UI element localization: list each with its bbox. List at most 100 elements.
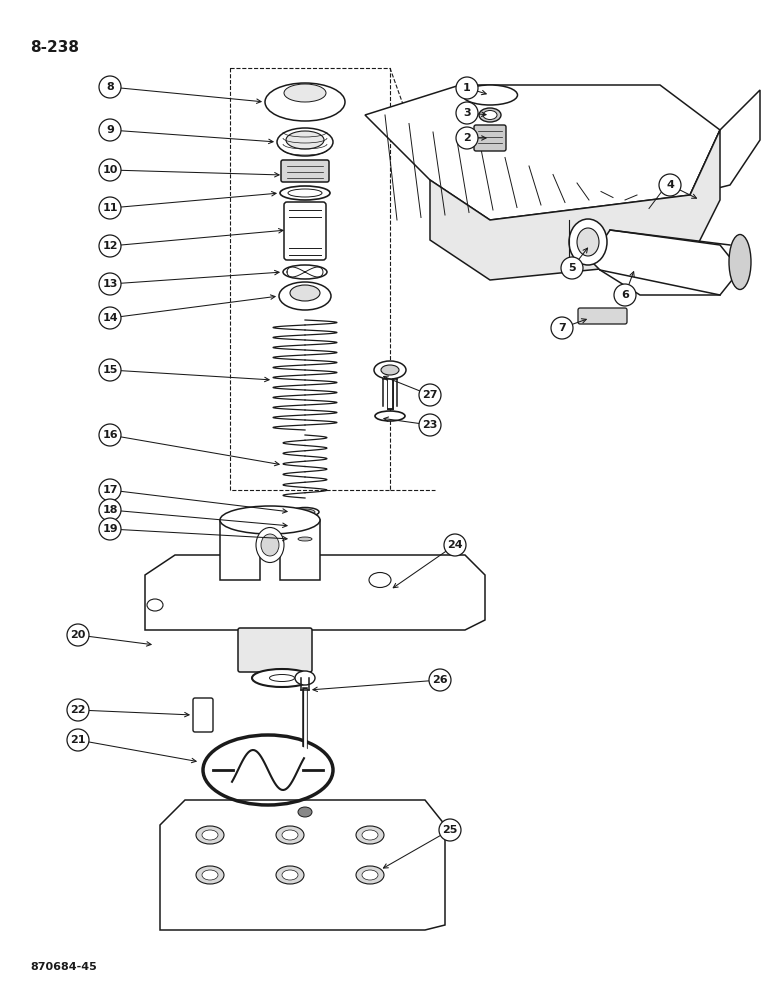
Circle shape	[659, 174, 681, 196]
Ellipse shape	[284, 84, 326, 102]
Circle shape	[99, 76, 121, 98]
Text: 870684-45: 870684-45	[30, 962, 97, 972]
Circle shape	[99, 424, 121, 446]
Text: 14: 14	[102, 313, 118, 323]
Ellipse shape	[282, 870, 298, 880]
Ellipse shape	[256, 528, 284, 562]
Ellipse shape	[196, 866, 224, 884]
Text: 10: 10	[102, 165, 118, 175]
Text: 8-238: 8-238	[30, 40, 79, 55]
Circle shape	[444, 534, 466, 556]
Ellipse shape	[276, 866, 304, 884]
FancyBboxPatch shape	[578, 308, 627, 324]
Text: 6: 6	[621, 290, 629, 300]
Ellipse shape	[298, 537, 312, 541]
Circle shape	[614, 284, 636, 306]
Text: 12: 12	[102, 241, 118, 251]
Text: 19: 19	[102, 524, 118, 534]
Ellipse shape	[202, 830, 218, 840]
Ellipse shape	[729, 234, 751, 290]
Ellipse shape	[362, 870, 378, 880]
Circle shape	[99, 518, 121, 540]
Polygon shape	[430, 130, 720, 280]
Text: 27: 27	[422, 390, 438, 400]
Circle shape	[99, 479, 121, 501]
Text: 26: 26	[432, 675, 448, 685]
Ellipse shape	[280, 186, 330, 200]
Circle shape	[99, 235, 121, 257]
Text: 7: 7	[558, 323, 566, 333]
Ellipse shape	[356, 866, 384, 884]
Circle shape	[456, 77, 478, 99]
Text: 16: 16	[102, 430, 118, 440]
Circle shape	[67, 624, 89, 646]
Ellipse shape	[356, 826, 384, 844]
Ellipse shape	[295, 509, 315, 515]
Ellipse shape	[261, 534, 279, 556]
Polygon shape	[590, 230, 740, 295]
Text: 1: 1	[463, 83, 471, 93]
Circle shape	[99, 499, 121, 521]
Text: 11: 11	[102, 203, 118, 213]
Text: 23: 23	[422, 420, 438, 430]
Text: 17: 17	[102, 485, 118, 495]
FancyBboxPatch shape	[474, 125, 506, 151]
Text: 2: 2	[463, 133, 471, 143]
Circle shape	[67, 729, 89, 751]
Ellipse shape	[277, 128, 333, 156]
Circle shape	[429, 669, 451, 691]
Ellipse shape	[292, 522, 317, 530]
FancyBboxPatch shape	[193, 698, 213, 732]
Ellipse shape	[375, 411, 405, 421]
Polygon shape	[160, 800, 445, 930]
Ellipse shape	[290, 285, 320, 301]
Ellipse shape	[296, 524, 314, 528]
Ellipse shape	[252, 669, 312, 687]
Text: 3: 3	[463, 108, 471, 118]
Circle shape	[561, 257, 583, 279]
Ellipse shape	[362, 830, 378, 840]
Ellipse shape	[463, 85, 517, 105]
Ellipse shape	[202, 870, 218, 880]
Text: 15: 15	[102, 365, 118, 375]
Ellipse shape	[483, 110, 497, 119]
Circle shape	[419, 414, 441, 436]
Text: 13: 13	[102, 279, 118, 289]
Circle shape	[99, 197, 121, 219]
Ellipse shape	[295, 671, 315, 685]
Circle shape	[551, 317, 573, 339]
Ellipse shape	[211, 741, 325, 799]
Ellipse shape	[279, 282, 331, 310]
Ellipse shape	[276, 826, 304, 844]
Circle shape	[99, 273, 121, 295]
Ellipse shape	[374, 361, 406, 379]
Polygon shape	[145, 555, 485, 630]
Ellipse shape	[265, 83, 345, 121]
Polygon shape	[220, 520, 320, 580]
Ellipse shape	[369, 572, 391, 587]
Polygon shape	[690, 90, 760, 195]
Circle shape	[99, 307, 121, 329]
Ellipse shape	[479, 108, 501, 122]
Circle shape	[439, 819, 461, 841]
Circle shape	[456, 102, 478, 124]
Circle shape	[99, 159, 121, 181]
FancyBboxPatch shape	[284, 202, 326, 260]
Circle shape	[419, 384, 441, 406]
Ellipse shape	[569, 219, 607, 265]
Ellipse shape	[291, 508, 319, 516]
Ellipse shape	[270, 674, 295, 682]
Ellipse shape	[283, 265, 327, 279]
Ellipse shape	[196, 826, 224, 844]
Ellipse shape	[286, 131, 324, 149]
Text: 4: 4	[666, 180, 674, 190]
Text: 5: 5	[568, 263, 576, 273]
Text: 22: 22	[70, 705, 86, 715]
Ellipse shape	[220, 506, 320, 534]
Polygon shape	[365, 85, 720, 220]
Circle shape	[99, 119, 121, 141]
Ellipse shape	[294, 536, 316, 542]
Ellipse shape	[288, 189, 322, 197]
Circle shape	[99, 359, 121, 381]
Circle shape	[67, 699, 89, 721]
